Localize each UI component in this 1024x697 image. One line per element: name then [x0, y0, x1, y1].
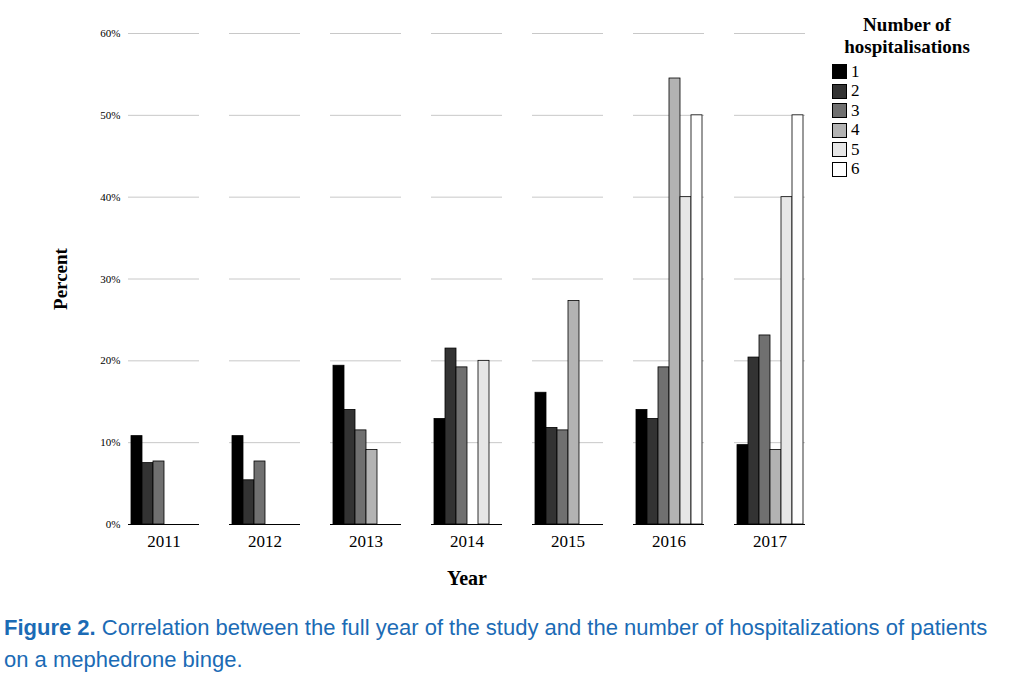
svg-text:2016: 2016: [652, 532, 686, 551]
html-text:3: 3: [851, 100, 860, 120]
svg-text:Percent: Percent: [50, 247, 71, 310]
svg-text:2014: 2014: [450, 532, 485, 551]
svg-text:2012: 2012: [248, 532, 282, 551]
html-text:6: 6: [851, 159, 860, 179]
svg-text:10%: 10%: [100, 436, 120, 448]
html-text:Figure 2. Correlation between: Figure 2. Correlation between the full y…: [4, 615, 988, 672]
html-text:4: 4: [851, 120, 860, 140]
svg-text:50%: 50%: [100, 109, 120, 121]
svg-text:60%: 60%: [100, 27, 120, 39]
html-text:5: 5: [851, 139, 860, 159]
svg-text:20%: 20%: [100, 354, 120, 366]
svg-text:30%: 30%: [100, 273, 120, 285]
svg-text:2011: 2011: [147, 532, 180, 551]
svg-text:Year: Year: [447, 567, 487, 589]
svg-text:40%: 40%: [100, 191, 120, 203]
svg-text:2015: 2015: [551, 532, 585, 551]
svg-text:2013: 2013: [349, 532, 383, 551]
html-text:Number of hospitalisations: Number of hospitalisations: [844, 14, 970, 57]
html-text:1: 1: [851, 61, 860, 81]
html-text:2: 2: [851, 81, 860, 101]
svg-text:0%: 0%: [106, 518, 121, 530]
svg-text:2017: 2017: [753, 532, 788, 551]
